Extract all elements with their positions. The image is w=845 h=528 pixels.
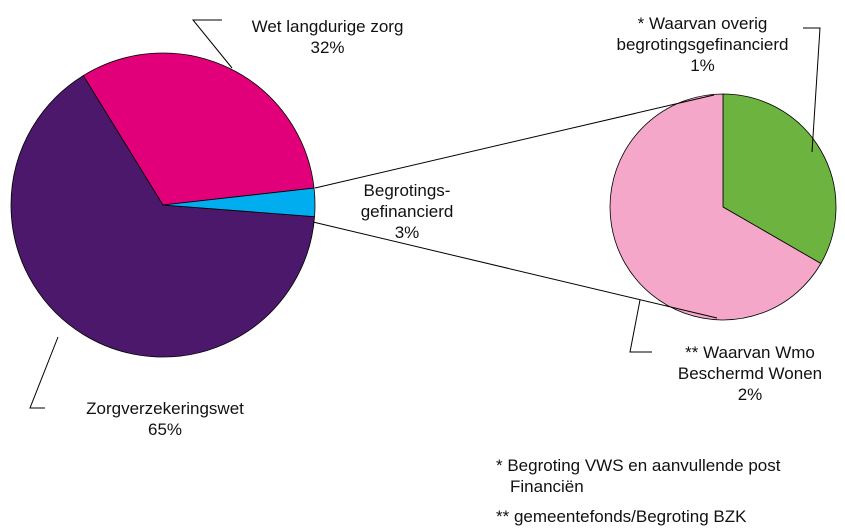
- slice-label: Zorgverzekeringswet 65%: [86, 399, 244, 439]
- pie-slice: [162, 187, 316, 218]
- connector-line: [314, 94, 715, 189]
- slice-label: ** Waarvan Wmo Beschermd Wonen 2%: [677, 343, 823, 404]
- slice-label: Begrotings-gefinancierd 3%: [360, 181, 454, 242]
- pie-slice: [609, 93, 822, 321]
- footnote: * Begroting VWS en aanvullende post Fina…: [496, 456, 781, 496]
- leader-line: [803, 27, 821, 153]
- pie-slice: [722, 93, 837, 265]
- leader-line: [29, 336, 59, 409]
- slice-label: * Waarvan overig begrotingsgefinancierd 1…: [616, 14, 789, 75]
- leader-line: [191, 19, 233, 69]
- connectors: [29, 19, 821, 409]
- connector-line: [312, 221, 718, 319]
- pie-slice: [82, 52, 315, 206]
- pie-slice: [10, 74, 315, 358]
- slice-label: Wet langdurige zorg 32%: [251, 17, 404, 57]
- footnote: ** gemeentefonds/Begroting BZK: [496, 507, 747, 526]
- leader-line: [629, 299, 652, 353]
